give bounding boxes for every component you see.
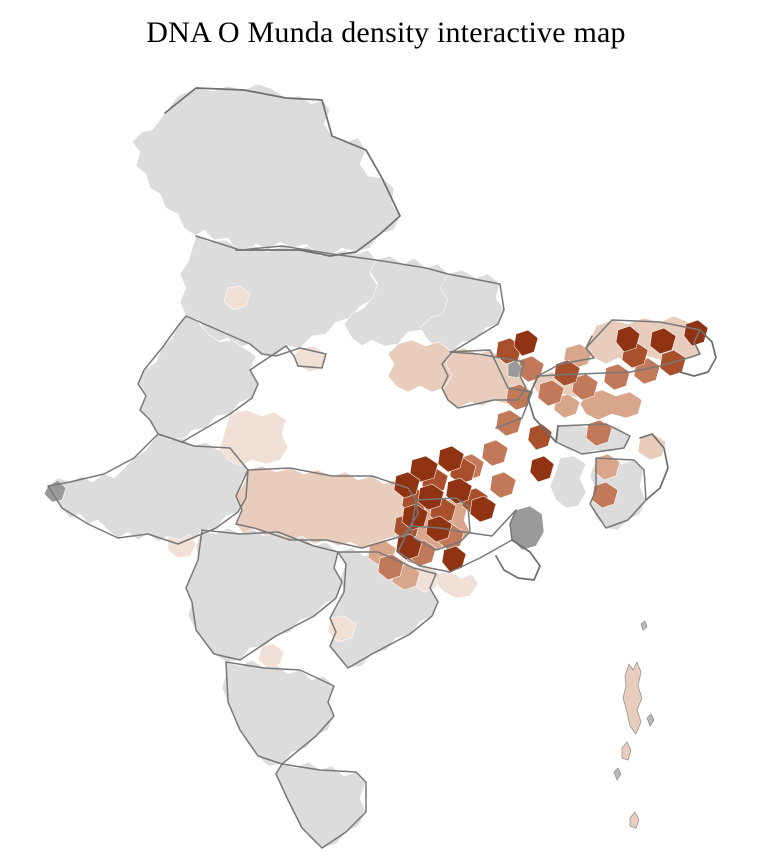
choropleth-map[interactable] (0, 58, 772, 866)
no-data-districts[interactable] (47, 83, 647, 849)
restricted-no-data-districts[interactable] (43, 359, 545, 551)
india-map-svg[interactable] (0, 58, 772, 866)
page-title: DNA O Munda density interactive map (146, 16, 626, 49)
administrative-borders (47, 87, 717, 849)
level-6-districts[interactable] (393, 319, 709, 573)
